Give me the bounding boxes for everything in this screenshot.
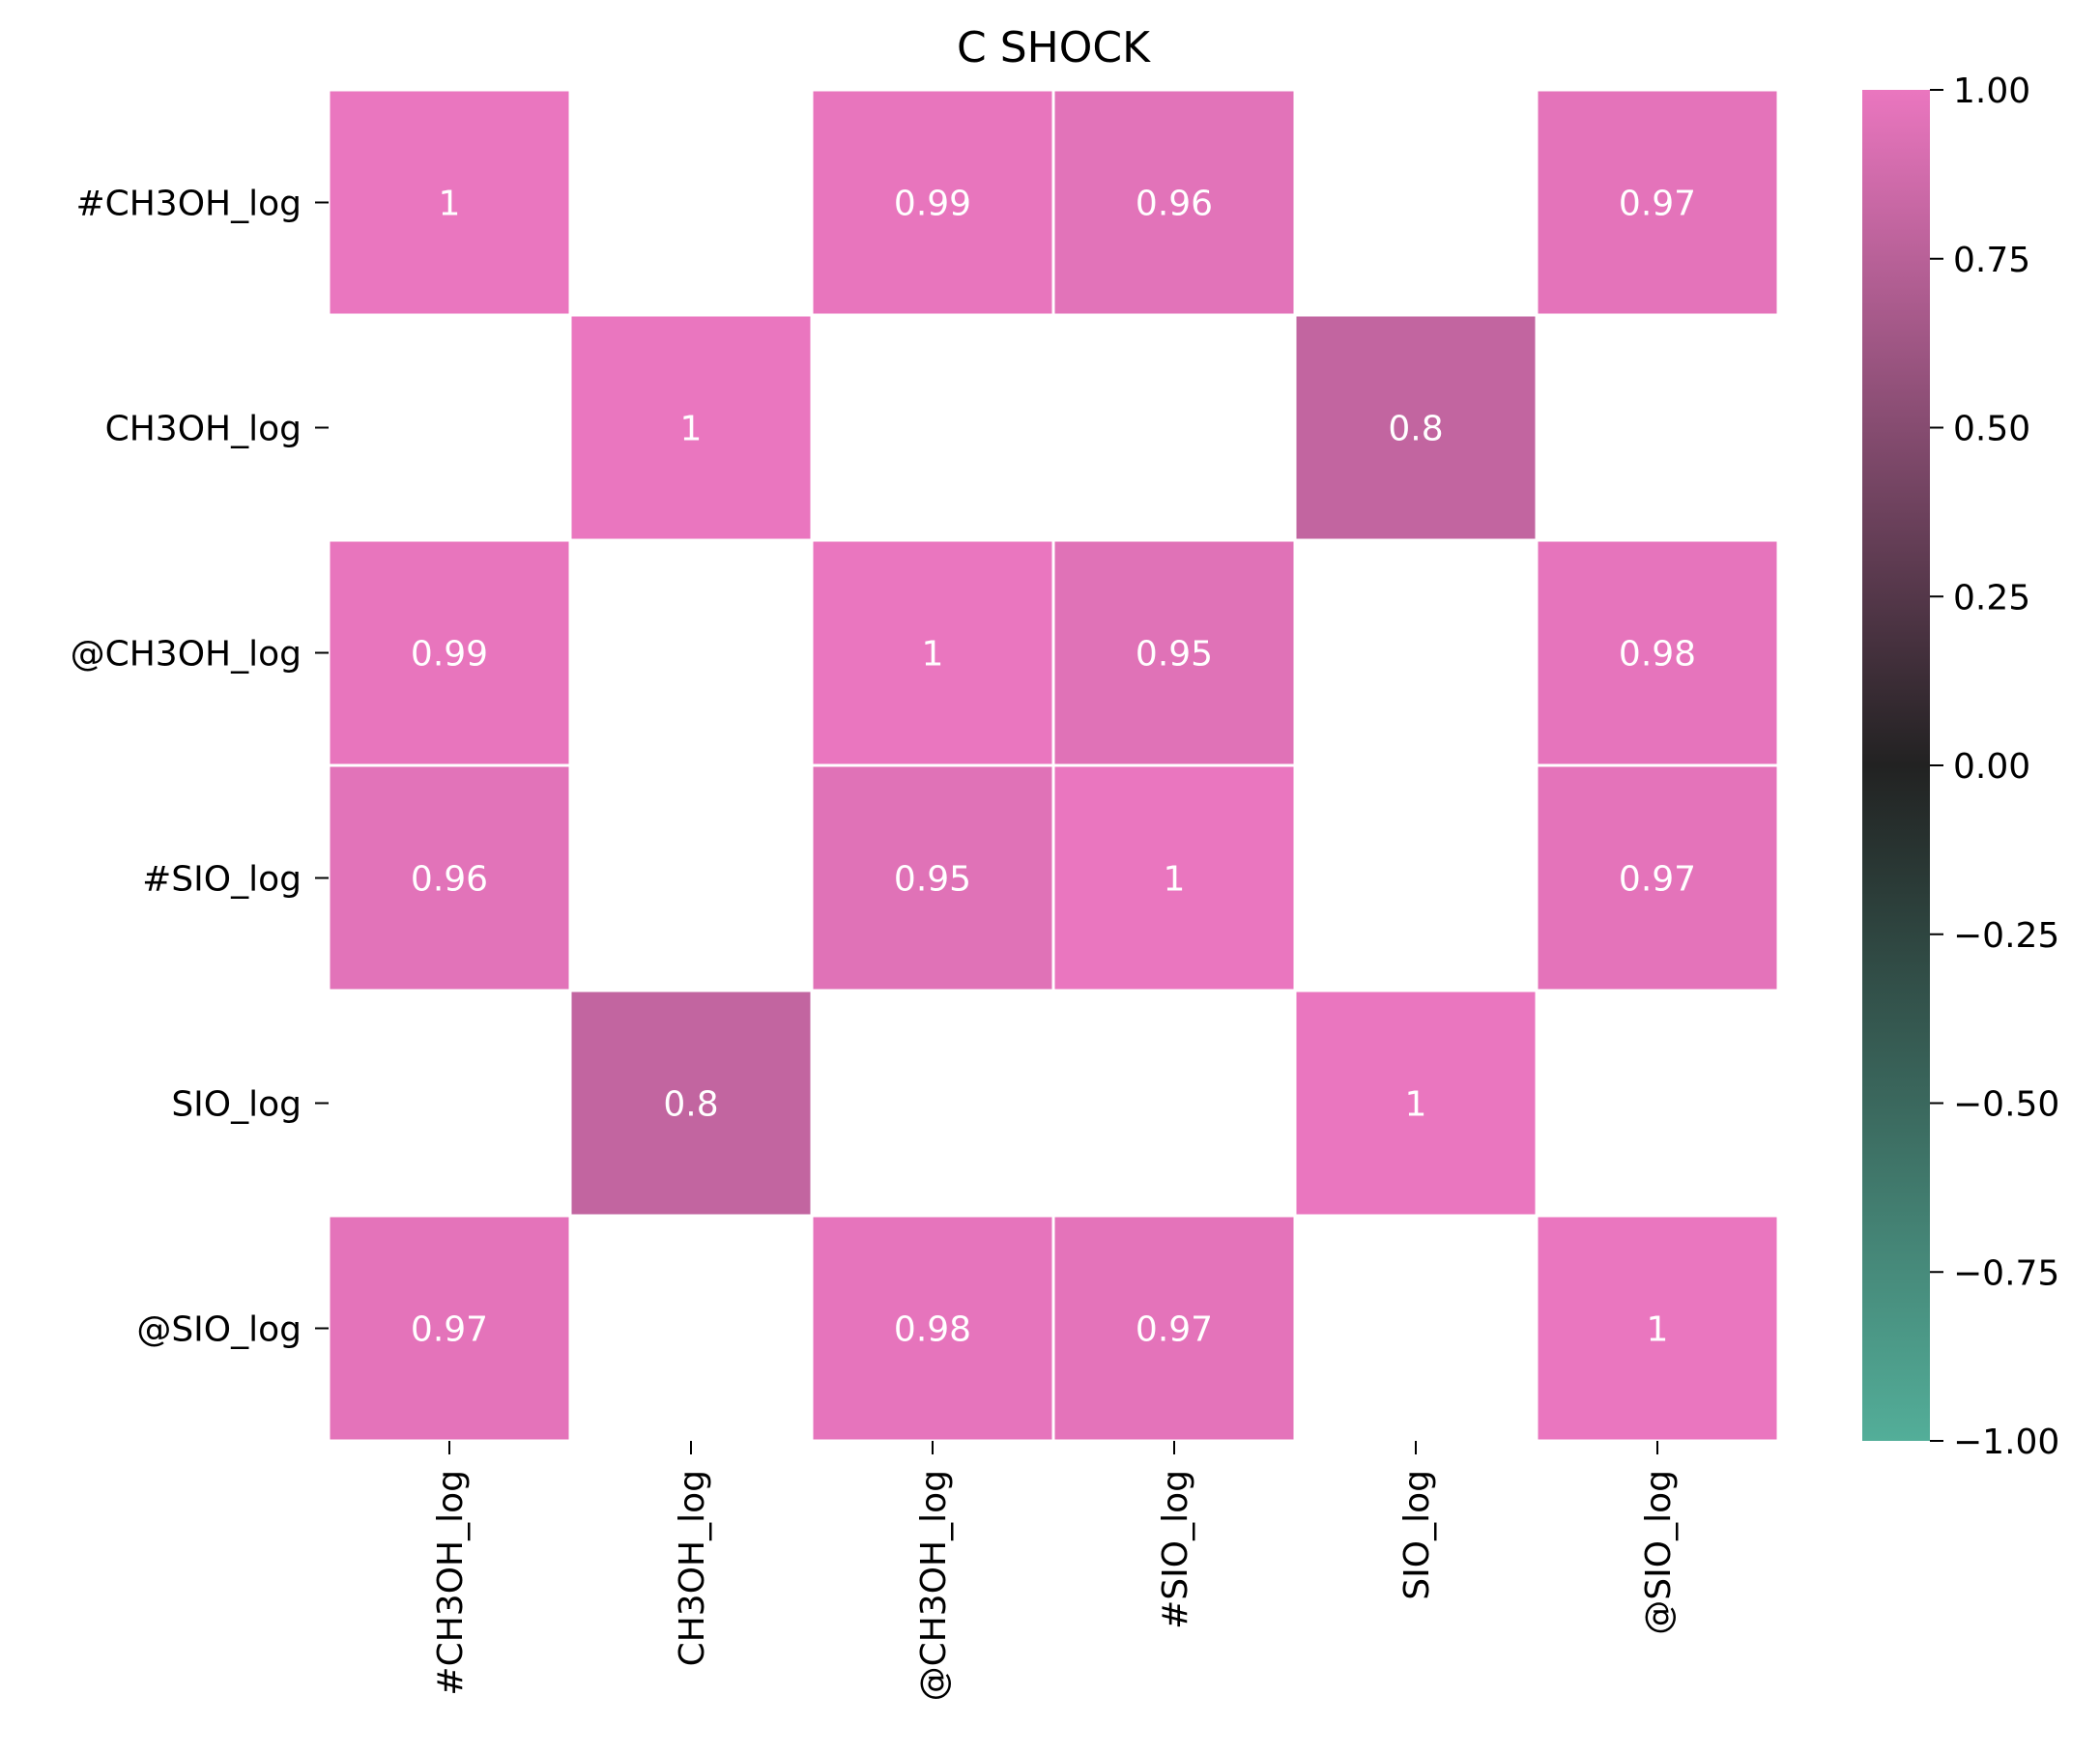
colorbar-tick-label: −0.50 [1953, 1085, 2059, 1125]
chart-title: C SHOCK [957, 23, 1151, 72]
colorbar-tick-label: 0.75 [1953, 241, 2030, 280]
heatmap-cell [327, 1214, 572, 1443]
cell-value-label: 1 [1405, 1085, 1427, 1125]
cell-value-label: 0.96 [411, 860, 488, 900]
heatmap-cell [810, 763, 1055, 992]
y-tick-label: @SIO_log [136, 1310, 302, 1350]
cell-value-label: 0.98 [1619, 635, 1696, 675]
colorbar-tick-label: 1.00 [1953, 72, 2030, 111]
x-tick-label: SIO_log [1397, 1470, 1437, 1600]
y-tick-label: SIO_log [171, 1085, 302, 1125]
x-tick-label: @CH3OH_log [914, 1470, 954, 1701]
heatmap-cell [1535, 538, 1780, 767]
heatmap-cell [1535, 763, 1780, 992]
heatmap-cell [327, 763, 572, 992]
cell-value-label: 0.97 [411, 1310, 488, 1350]
x-tick-label: CH3OH_log [673, 1470, 712, 1666]
x-tick-label: #SIO_log [1156, 1470, 1195, 1629]
cell-value-label: 0.98 [894, 1310, 971, 1350]
heatmap-cell [1293, 313, 1539, 542]
x-tick-label: @SIO_log [1639, 1470, 1679, 1635]
heatmap-cell [568, 989, 814, 1218]
colorbar-tick-label: 0.25 [1953, 578, 2030, 618]
colorbar-tick-label: 0.00 [1953, 747, 2030, 787]
colorbar-tick-label: 0.50 [1953, 410, 2030, 449]
y-tick-label: #SIO_log [142, 860, 302, 900]
heatmap-cells: 1 0.99 0.96 0.97 1 0.8 0.99 1 0.95 0.98 0.96 0.95 1 0… [327, 88, 1780, 1443]
cell-value-label: 1 [1164, 860, 1186, 900]
heatmap-cell [1293, 989, 1539, 1218]
x-tick-label: #CH3OH_log [431, 1470, 471, 1696]
y-tick-label: CH3OH_log [105, 410, 302, 449]
heatmap-cell [1051, 1214, 1297, 1443]
cell-value-label: 0.97 [1619, 860, 1696, 900]
heatmap-cell [810, 88, 1055, 317]
heatmap-cell [1535, 88, 1780, 317]
cell-value-label: 0.95 [894, 860, 971, 900]
heatmap-cell [810, 538, 1055, 767]
heatmap-cell [1535, 1214, 1780, 1443]
cell-value-label: 0.95 [1136, 635, 1213, 675]
colorbar-tick-label: −0.75 [1953, 1253, 2059, 1293]
y-tick-label: @CH3OH_log [71, 635, 302, 675]
heatmap-cell [568, 313, 814, 542]
heatmap-cell [1051, 88, 1297, 317]
cell-value-label: 1 [922, 635, 944, 675]
cell-value-label: 0.99 [894, 185, 971, 224]
cell-value-label: 1 [1647, 1310, 1669, 1350]
y-axis: #CH3OH_log CH3OH_log @CH3OH_log #SIO_log SIO… [71, 185, 329, 1350]
colorbar-gradient [1862, 90, 1930, 1441]
cell-value-label: 0.8 [1388, 410, 1443, 449]
colorbar-tick-label: −0.25 [1953, 916, 2059, 956]
colorbar: 1.00 0.75 0.50 0.25 0.00 −0.25 −0.50 −0.75 −1.00 [1862, 72, 2059, 1462]
cell-value-label: 0.97 [1619, 185, 1696, 224]
cell-value-label: 0.97 [1136, 1310, 1213, 1350]
cell-value-label: 1 [680, 410, 703, 449]
y-tick-label: #CH3OH_log [75, 185, 302, 224]
heatmap-cell [1051, 763, 1297, 992]
x-axis: #CH3OH_log CH3OH_log @CH3OH_log #SIO_log SIO… [431, 1441, 1679, 1701]
heatmap-cell [810, 1214, 1055, 1443]
colorbar-tick-label: −1.00 [1953, 1423, 2059, 1462]
cell-value-label: 0.8 [663, 1085, 718, 1125]
cell-value-label: 1 [439, 185, 461, 224]
cell-value-label: 0.99 [411, 635, 488, 675]
heatmap-cell [327, 88, 572, 317]
cell-value-label: 0.96 [1136, 185, 1213, 224]
